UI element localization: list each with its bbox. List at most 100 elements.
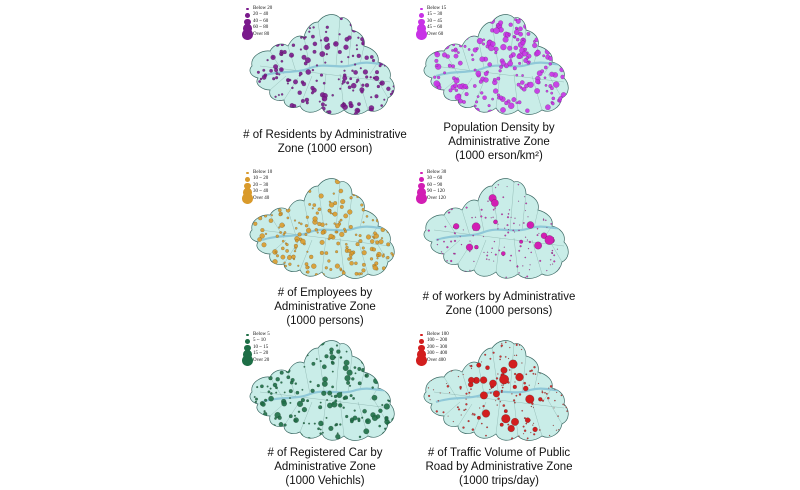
zone-symbol [347, 85, 352, 90]
zone-symbol [473, 260, 475, 263]
zone-symbol [455, 359, 458, 363]
zone-symbol [464, 408, 467, 411]
zone-symbol [253, 221, 258, 226]
zone-symbol [297, 184, 302, 190]
zone-symbol [475, 352, 477, 354]
caption-line: Administrative Zone [274, 301, 376, 313]
zone-symbol [376, 254, 380, 258]
zone-symbol [521, 362, 523, 364]
zone-symbol [544, 84, 548, 87]
zone-symbol [315, 64, 319, 67]
zone-symbol [360, 90, 364, 94]
zone-symbol [272, 249, 278, 255]
zone-symbol [272, 382, 278, 388]
legend-item: 100 ~ 200 [416, 338, 449, 344]
zone-symbol [322, 376, 328, 382]
legend-symbol [245, 339, 250, 344]
zone-symbol [495, 400, 497, 402]
zone-symbol [464, 92, 469, 97]
zone-symbol [447, 108, 451, 112]
zone-symbol [342, 365, 349, 371]
zone-symbol [355, 44, 358, 47]
river [261, 61, 393, 78]
zone-symbol [564, 67, 569, 73]
zone-symbol [528, 384, 530, 386]
zone-symbol [319, 401, 322, 404]
zone-symbol [518, 344, 521, 346]
zone-symbol [288, 389, 293, 394]
zone-symbol [370, 239, 375, 244]
legend-label: Below 15 [427, 6, 447, 11]
zone-symbol [299, 20, 305, 26]
zone-symbol [457, 204, 459, 206]
zone-symbol [548, 184, 551, 186]
zone-symbol [462, 426, 465, 429]
zone-symbol [511, 393, 513, 395]
zone-symbol [293, 243, 298, 249]
zone-symbol [279, 438, 282, 441]
zone-symbol [535, 79, 541, 84]
zone-symbol [501, 391, 503, 393]
zone-symbol [354, 271, 359, 276]
legend-label: 100 ~ 200 [427, 338, 448, 344]
zone-symbol [378, 211, 383, 216]
zone-symbol [491, 252, 492, 253]
zone-symbol [266, 59, 269, 62]
zone-symbol [507, 231, 510, 234]
zone-symbol [345, 113, 350, 115]
zone-symbol [275, 72, 279, 76]
zone-symbol [500, 60, 506, 66]
zone-symbol-large [508, 359, 518, 369]
zone-symbol [487, 16, 493, 22]
zone-symbol [428, 394, 431, 397]
zone-symbol [282, 50, 287, 55]
zone-symbol [255, 397, 258, 401]
zone-symbol [493, 240, 496, 243]
zone-symbol [325, 416, 328, 419]
legend-label: 60 ~ 80 [253, 25, 269, 31]
zone-symbol [475, 47, 479, 50]
zone-symbol [469, 272, 471, 275]
zone-symbol [552, 371, 555, 374]
zone-border [531, 239, 543, 275]
zone-symbol [488, 259, 490, 261]
zone-symbol [363, 278, 366, 279]
zone-symbol [331, 401, 338, 408]
zone-symbol-large [493, 219, 498, 225]
zone-border [443, 376, 459, 401]
zone-symbol [262, 93, 267, 98]
zone-symbol [539, 349, 541, 351]
zone-symbol [493, 46, 499, 52]
map-caption-traffic-volume: # of Traffic Volume of Public Road by Adm… [392, 446, 606, 488]
zone-symbol [483, 251, 485, 253]
zone-symbol [298, 221, 301, 224]
zone-symbol [463, 31, 467, 35]
zone-symbol [280, 381, 283, 384]
zone-symbol [518, 272, 520, 274]
zone-symbol [391, 36, 395, 41]
zone-border [359, 45, 365, 65]
zone-symbol [564, 38, 568, 41]
zone-symbol [471, 16, 475, 20]
zone-symbol [377, 18, 382, 23]
legend-symbol [242, 29, 253, 41]
zone-symbol [494, 207, 496, 209]
zone-symbol [476, 95, 480, 98]
zone-symbol [471, 428, 475, 431]
zone-symbol [448, 102, 454, 107]
zone-symbol-large [519, 239, 523, 244]
zone-symbol [542, 277, 544, 279]
zone-symbol [521, 14, 526, 19]
zone-symbol [548, 62, 552, 66]
zone-symbol [562, 100, 569, 108]
zone-symbol [468, 190, 471, 193]
zone-symbol [459, 387, 462, 390]
zone-symbol [386, 86, 391, 91]
zone-symbol [319, 73, 324, 77]
zone-symbol [270, 54, 276, 60]
zone-symbol [555, 429, 557, 431]
zone-symbol [477, 111, 483, 115]
zone-symbol [305, 57, 311, 64]
legend-label: 30 ~ 45 [427, 18, 443, 24]
legend-label: Over 40 [253, 195, 270, 201]
